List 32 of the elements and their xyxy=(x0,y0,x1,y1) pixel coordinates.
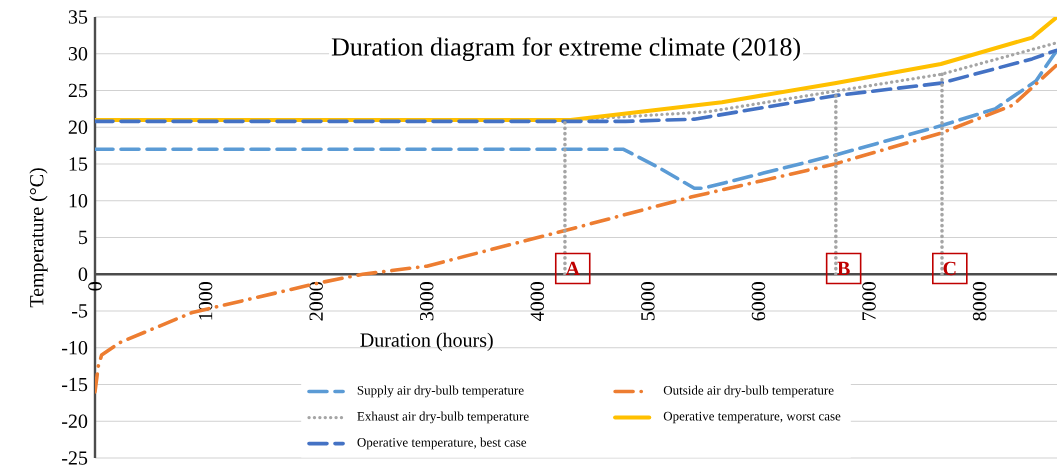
ref-line-label: B xyxy=(837,261,850,276)
y-tick-label: 10 xyxy=(69,194,88,208)
legend-label: Outside air dry-bulb temperature xyxy=(663,385,834,398)
ref-line-label: C xyxy=(943,261,956,276)
x-tick-label: 6000 xyxy=(751,282,766,321)
x-tick-label: 5000 xyxy=(641,282,655,321)
legend-label: Operative temperature, best case xyxy=(357,437,527,450)
y-tick-label: -5 xyxy=(72,304,88,318)
y-tick-label: 30 xyxy=(68,47,88,61)
y-tick-label: 35 xyxy=(68,10,88,24)
legend-label: Operative temperature, worst case xyxy=(663,411,841,424)
ref-line-label: A xyxy=(565,261,580,276)
y-tick-label: -20 xyxy=(62,414,88,428)
y-axis-title: Temperature (°C) xyxy=(29,168,48,308)
x-tick-label: 0 xyxy=(88,282,102,291)
y-tick-label: 15 xyxy=(69,157,88,171)
y-tick-label: 0 xyxy=(78,267,88,281)
legend-label: Exhaust air dry-bulb temperature xyxy=(357,411,529,424)
x-tick-label: 2000 xyxy=(309,282,323,321)
legend-label: Supply air dry-bulb temperature xyxy=(357,385,524,398)
y-tick-label: -15 xyxy=(62,377,88,392)
x-axis-title: Duration (hours) xyxy=(360,332,493,351)
x-tick-label: 3000 xyxy=(419,282,434,321)
x-tick-label: 4000 xyxy=(530,282,545,321)
y-tick-label: 25 xyxy=(68,83,88,98)
y-tick-label: 20 xyxy=(68,120,88,134)
y-tick-label: 5 xyxy=(79,230,88,245)
text: Duration diagram for extreme climate (2018) xyxy=(331,37,800,62)
x-tick-label: 7000 xyxy=(862,282,876,320)
y-tick-label: -10 xyxy=(62,341,88,355)
y-tick-label: -25 xyxy=(62,451,88,465)
x-tick-label: 8000 xyxy=(972,282,987,321)
